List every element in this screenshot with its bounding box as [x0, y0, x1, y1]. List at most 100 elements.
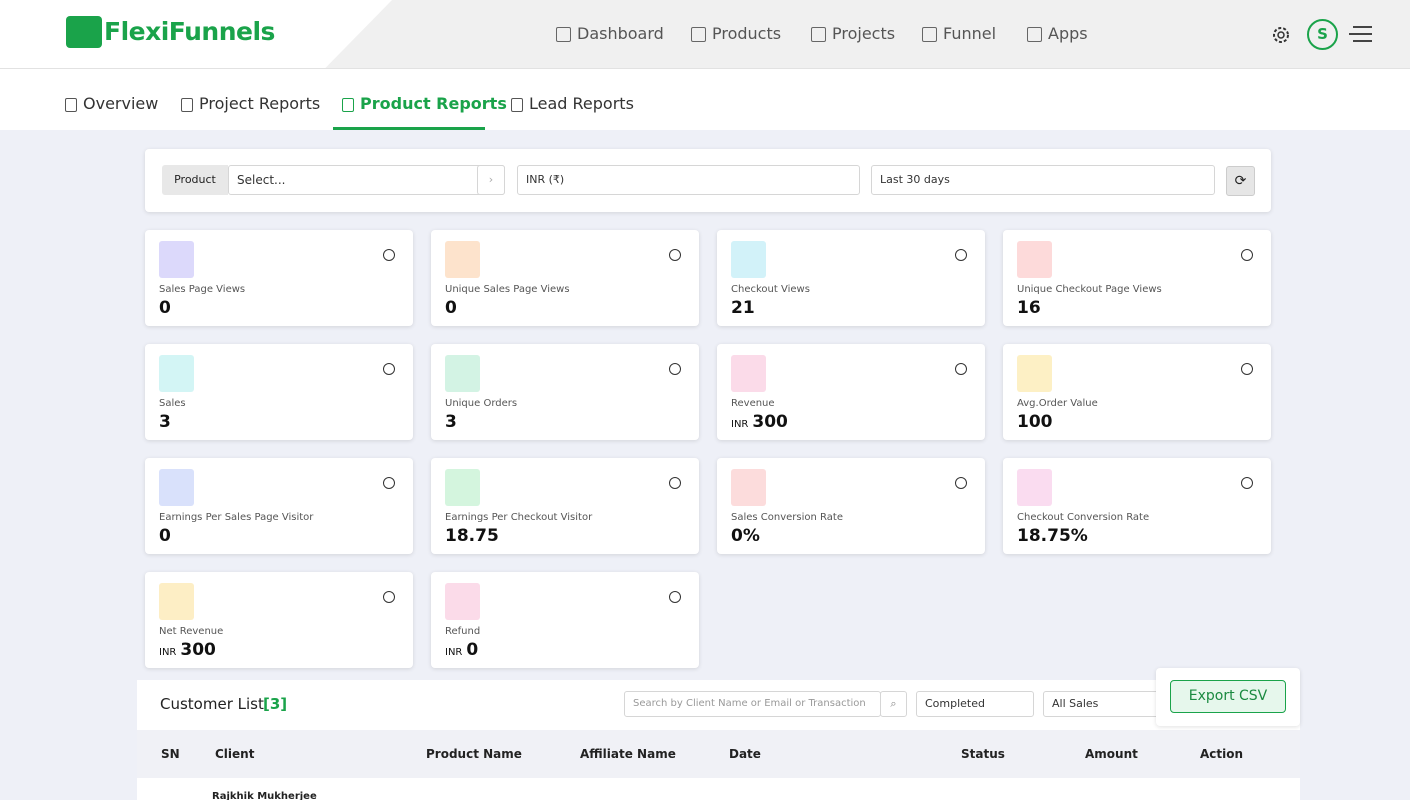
info-icon[interactable] [955, 249, 967, 261]
metric-value: 0% [731, 526, 760, 546]
info-icon[interactable] [669, 591, 681, 603]
column-header: Product Name [426, 747, 522, 761]
metric-card: Refund INR 0 [431, 572, 699, 668]
metric-number: 0 [159, 526, 171, 546]
metric-icon [1017, 469, 1052, 506]
info-icon[interactable] [383, 591, 395, 603]
metric-card: Sales Page Views 0 [145, 230, 413, 326]
info-icon[interactable] [955, 477, 967, 489]
tab[interactable]: Project Reports [199, 94, 321, 113]
avatar[interactable]: S [1307, 19, 1338, 50]
currency-select[interactable]: INR (₹) [517, 165, 860, 195]
metric-label: Sales Page Views [159, 284, 246, 295]
active-tab-indicator [333, 127, 485, 130]
refresh-button[interactable]: ⟳ [1226, 166, 1255, 196]
metric-value: 21 [731, 298, 755, 318]
info-icon[interactable] [1241, 363, 1253, 375]
metric-number: 16 [1017, 298, 1041, 318]
metric-number: 100 [1017, 412, 1053, 432]
nav-item[interactable]: Funnel [943, 24, 997, 43]
metric-icon [445, 355, 480, 392]
tab-icon [181, 98, 193, 112]
product-select[interactable]: Select... [228, 165, 505, 195]
metric-number: 0% [731, 526, 760, 546]
metric-number: 18.75 [445, 526, 499, 546]
metric-icon [731, 355, 766, 392]
metric-icon [159, 469, 194, 506]
export-button[interactable]: Export CSV [1170, 680, 1286, 713]
metric-number: 300 [180, 640, 216, 660]
info-icon[interactable] [383, 363, 395, 375]
status-select[interactable]: Completed [916, 691, 1034, 717]
metric-value: 0 [159, 526, 171, 546]
metric-number: 21 [731, 298, 755, 318]
tab[interactable]: Product Reports [360, 94, 507, 113]
metric-card: Sales Conversion Rate 0% [717, 458, 985, 554]
metric-card: Sales 3 [145, 344, 413, 440]
metric-unit: INR [445, 647, 463, 658]
info-icon[interactable] [383, 477, 395, 489]
tab-icon [342, 98, 354, 112]
client-name: Rajkhik Mukherjee [212, 791, 317, 800]
tab[interactable]: Lead Reports [529, 94, 634, 113]
logo-icon [66, 16, 102, 48]
nav-icon [1027, 27, 1042, 42]
nav-icon [556, 27, 571, 42]
info-icon[interactable] [669, 477, 681, 489]
range-select[interactable]: Last 30 days [871, 165, 1215, 195]
metric-icon [1017, 355, 1052, 392]
metric-number: 3 [445, 412, 457, 432]
search-button[interactable]: ⌕ [880, 691, 907, 717]
info-icon[interactable] [1241, 249, 1253, 261]
metric-value: 3 [159, 412, 171, 432]
column-header: Amount [1085, 747, 1138, 761]
customer-count: [3] [263, 695, 288, 713]
metric-card: Earnings Per Sales Page Visitor 0 [145, 458, 413, 554]
logo[interactable]: FlexiFunnels [104, 17, 275, 46]
metric-number: 18.75% [1017, 526, 1088, 546]
nav-item[interactable]: Apps [1048, 24, 1088, 43]
metric-value: INR 300 [731, 412, 788, 432]
metric-value: INR 300 [159, 640, 216, 660]
metric-value: 16 [1017, 298, 1041, 318]
search-input[interactable]: Search by Client Name or Email or Transa… [624, 691, 881, 717]
metric-number: 300 [752, 412, 788, 432]
metric-icon [159, 241, 194, 278]
metric-card: Unique Orders 3 [431, 344, 699, 440]
nav-item[interactable]: Products [712, 24, 782, 43]
metric-number: 3 [159, 412, 171, 432]
metric-value: 18.75 [445, 526, 499, 546]
nav-item[interactable]: Dashboard [577, 24, 664, 43]
metric-value: 100 [1017, 412, 1053, 432]
next-button[interactable]: › [477, 165, 505, 195]
info-icon[interactable] [383, 249, 395, 261]
metric-icon [445, 469, 480, 506]
customer-list-title: Customer List [160, 695, 264, 713]
tab[interactable]: Overview [83, 94, 159, 113]
metric-card: Checkout Conversion Rate 18.75% [1003, 458, 1271, 554]
metric-icon [445, 583, 480, 620]
column-header: Date [729, 747, 761, 761]
settings-icon[interactable] [1270, 24, 1292, 46]
metric-label: Refund [445, 626, 481, 637]
metric-card: Revenue INR 300 [717, 344, 985, 440]
metric-value: 18.75% [1017, 526, 1088, 546]
info-icon[interactable] [669, 249, 681, 261]
info-icon[interactable] [955, 363, 967, 375]
sales-select[interactable]: All Sales [1043, 691, 1161, 717]
product-button[interactable]: Product [162, 165, 228, 195]
metric-label: Unique Orders [445, 398, 518, 409]
info-icon[interactable] [1241, 477, 1253, 489]
metric-card: Checkout Views 21 [717, 230, 985, 326]
filter-bar: Product Select... › INR (₹) Last 30 days… [145, 149, 1271, 212]
nav-item[interactable]: Projects [832, 24, 896, 43]
menu-icon[interactable] [1349, 25, 1373, 43]
metric-unit: INR [731, 419, 749, 430]
metric-number: 0 [445, 298, 457, 318]
metric-value: 3 [445, 412, 457, 432]
metric-label: Sales [159, 398, 186, 409]
column-header: Affiliate Name [580, 747, 676, 761]
metric-label: Checkout Views [731, 284, 810, 295]
info-icon[interactable] [669, 363, 681, 375]
